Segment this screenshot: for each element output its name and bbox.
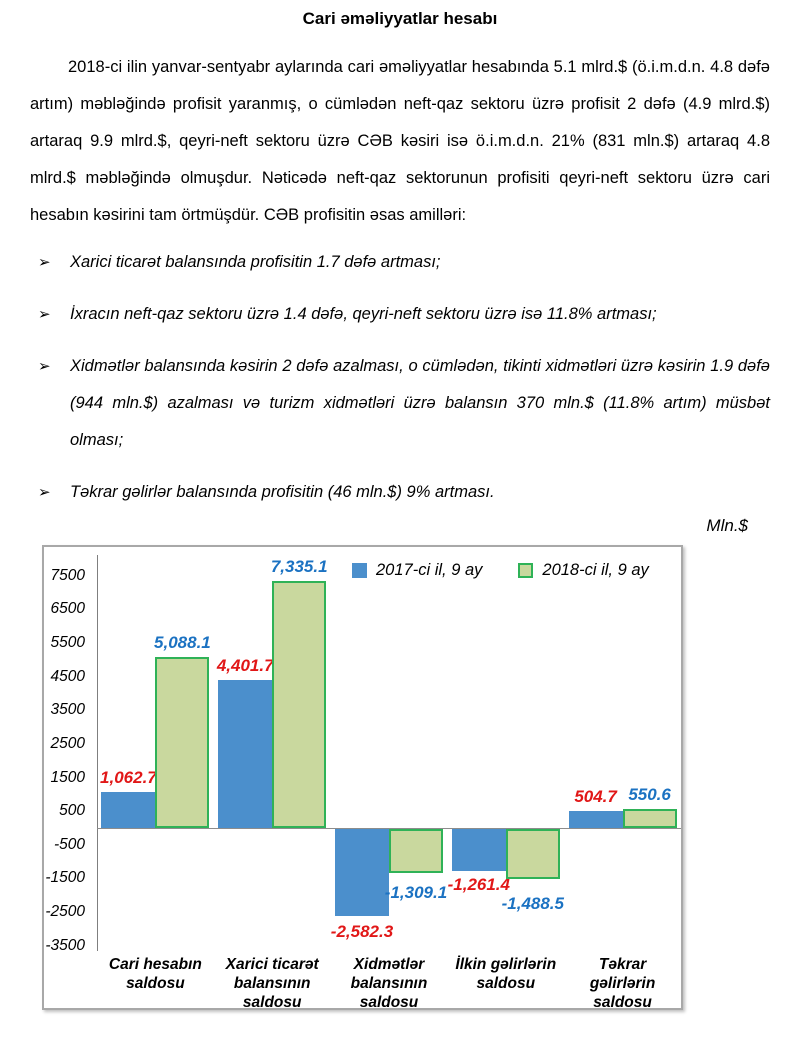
y-tick-label: -1500 xyxy=(45,869,85,887)
y-tick-label: 7500 xyxy=(50,566,85,584)
y-tick-label: 5500 xyxy=(50,634,85,652)
legend-item-2017: 2017-ci il, 9 ay xyxy=(352,561,482,580)
legend-item-2018: 2018-ci il, 9 ay xyxy=(518,561,649,580)
category-label-3: Xidmətlər balansının saldosu xyxy=(350,956,428,1011)
zero-baseline xyxy=(97,827,681,829)
bullet-text: Xidmətlər balansında kəsirin 2 dəfə azal… xyxy=(70,357,770,449)
bar-2017-2 xyxy=(218,679,273,828)
chart: 7500 6500 5500 4500 3500 2500 1500 500 -500 -1500… xyxy=(42,545,683,1012)
legend-label: 2018-ci il, 9 ay xyxy=(542,561,649,579)
bullet-arrow-icon: ➢ xyxy=(38,254,51,271)
y-tick-label: 2500 xyxy=(50,734,85,752)
y-tick-label: -500 xyxy=(53,835,85,853)
legend-label: 2017-ci il, 9 ay xyxy=(376,561,483,579)
y-axis-line xyxy=(97,555,98,951)
category-label-1: Cari hesabın saldosu xyxy=(108,956,202,992)
y-tick-label: -2500 xyxy=(45,903,85,921)
bar-2017-4 xyxy=(451,828,506,872)
category-label-2: Xarici ticarət balansının saldosu xyxy=(225,956,319,1011)
intro-paragraph: 2018-ci ilin yanvar-sentyabr aylarında c… xyxy=(30,58,770,224)
bullet-arrow-icon: ➢ xyxy=(38,484,51,501)
y-tick-label: 1500 xyxy=(50,768,85,786)
bullet-text: Təkrar gəlirlər balansında profisitin (4… xyxy=(70,483,495,501)
legend: 2017-ci il, 9 ay 2018-ci il, 9 ay xyxy=(352,561,649,580)
bar-2017-3 xyxy=(335,828,389,916)
bullet-arrow-icon: ➢ xyxy=(38,306,51,323)
bullet-arrow-icon: ➢ xyxy=(38,358,51,375)
y-tick-label: 6500 xyxy=(50,600,85,618)
bar-value-label: 1,062.7 xyxy=(100,768,157,788)
bar-2018-2 xyxy=(272,581,327,828)
bar-value-label: -1,261.4 xyxy=(447,875,510,895)
bullet-item-4: ➢ Təkrar gəlirlər balansında profisitin (… xyxy=(30,474,770,511)
bar-value-label: 550.6 xyxy=(628,785,671,805)
legend-swatch-2017-icon xyxy=(352,563,367,578)
bullet-list: ➢ Xarici ticarət balansında profisitin 1.… xyxy=(30,244,770,511)
bullet-text: İxracın neft-qaz sektoru üzrə 1.4 dəfə, … xyxy=(70,305,657,323)
chart-units-label: Mln.$ xyxy=(706,516,748,535)
bar-value-label: 504.7 xyxy=(574,786,617,806)
bar-2018-1 xyxy=(155,656,210,828)
page-title: Cari əməliyyatlar hesabı xyxy=(302,9,498,28)
bullet-item-2: ➢ İxracın neft-qaz sektoru üzrə 1.4 dəfə,… xyxy=(30,296,770,333)
bar-value-label: 5,088.1 xyxy=(154,632,211,652)
bar-value-label: -2,582.3 xyxy=(330,921,394,941)
bar-value-label: -1,488.5 xyxy=(501,894,564,913)
bar-2018-5 xyxy=(622,809,677,828)
bar-2018-4 xyxy=(505,828,560,879)
y-tick-label: 500 xyxy=(59,802,85,820)
y-tick-label: 4500 xyxy=(50,667,85,685)
bar-2018-3 xyxy=(389,828,443,873)
legend-swatch-2018-icon xyxy=(518,563,534,578)
category-label-5: Təkrar gəlirlərin saldosu xyxy=(589,956,656,1011)
bar-value-label: 4,401.7 xyxy=(216,655,274,675)
bar-value-label: 7,335.1 xyxy=(270,557,328,577)
bullet-item-3: ➢ Xidmətlər balansında kəsirin 2 dəfə aza… xyxy=(30,348,770,459)
category-label-4: İlkin gəlirlərin saldosu xyxy=(455,956,557,992)
bullet-item-1: ➢ Xarici ticarət balansında profisitin 1.… xyxy=(30,244,770,281)
bar-value-label: -1,309.1 xyxy=(384,882,448,902)
bar-2017-1 xyxy=(101,792,156,828)
y-tick-label: -3500 xyxy=(45,936,85,954)
bar-2017-5 xyxy=(568,810,623,828)
bullet-text: Xarici ticarət balansında profisitin 1.7… xyxy=(70,253,441,271)
category-axis: Cari hesabın saldosu Xarici ticarət balan… xyxy=(97,955,681,1012)
y-tick-label: 3500 xyxy=(50,701,85,719)
